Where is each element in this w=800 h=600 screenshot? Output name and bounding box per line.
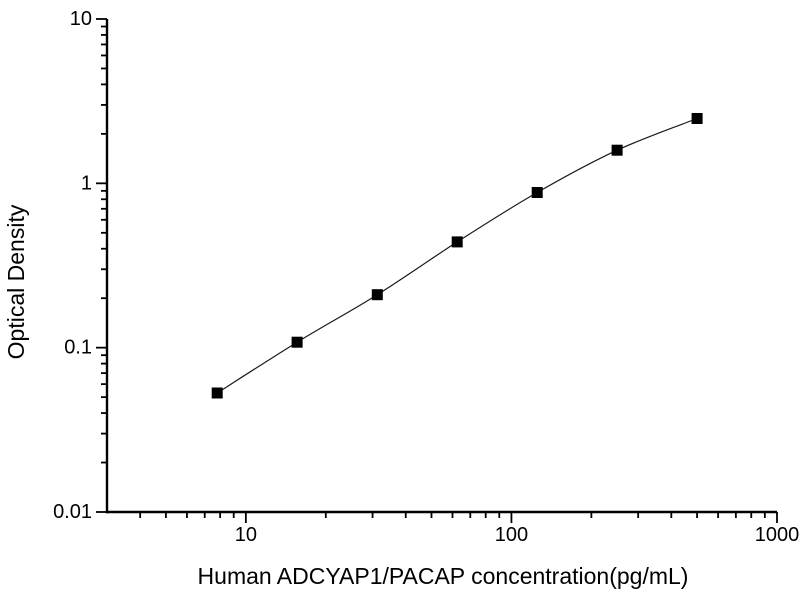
- x-tick-label: 10: [235, 524, 257, 546]
- data-point-marker: [531, 187, 543, 198]
- y-tick-label: 0.1: [64, 337, 92, 359]
- x-axis-title: Human ADCYAP1/PACAP concentration(pg/mL): [198, 563, 689, 589]
- data-point-marker: [211, 387, 223, 399]
- data-point-marker: [291, 336, 303, 348]
- y-tick-label: 1: [81, 172, 92, 194]
- y-tick-label: 10: [70, 8, 92, 30]
- data-point-marker: [691, 113, 703, 124]
- y-tick-label: 0.01: [53, 501, 92, 523]
- x-tick-label: 100: [495, 524, 528, 546]
- data-point-marker: [611, 144, 623, 156]
- y-axis-title: Optical Density: [3, 204, 29, 359]
- x-tick-label: 1000: [755, 524, 800, 546]
- curve-line: [216, 117, 698, 394]
- data-point-marker: [451, 236, 463, 248]
- chart-generated-layer: 10 100 1000 0.01 0.1 1 10: [53, 8, 799, 546]
- data-point-marker: [371, 289, 383, 301]
